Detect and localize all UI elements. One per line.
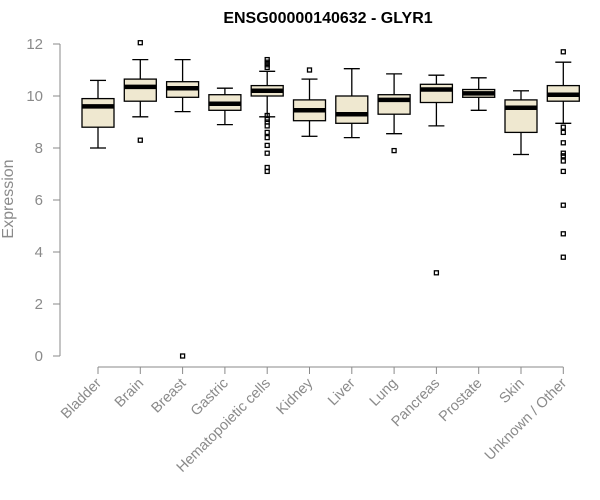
outlier-point [560, 254, 566, 260]
plot-area [81, 40, 580, 359]
box-group [419, 74, 454, 276]
outlier-point [179, 353, 186, 359]
outlier-point [306, 67, 313, 73]
outlier-point [137, 40, 143, 46]
y-tick-label: 4 [35, 244, 43, 261]
iqr-box [377, 94, 411, 115]
box-group [208, 87, 242, 126]
x-tick-label: Lung [367, 376, 401, 410]
outlier-point [433, 270, 440, 276]
outlier-point [560, 129, 566, 136]
box-group [377, 73, 411, 154]
iqr-box [81, 97, 115, 128]
outlier-point [264, 134, 270, 141]
box-group [462, 77, 496, 111]
box-group [123, 40, 157, 143]
outlier-point [560, 231, 566, 237]
iqr-box [419, 83, 454, 104]
x-tick-label: Skin [497, 376, 528, 407]
y-tick-label: 10 [26, 88, 43, 105]
y-axis-label: Expression [0, 159, 17, 238]
outlier-point [264, 142, 270, 149]
y-tick-label: 6 [35, 192, 43, 209]
box-group [546, 49, 580, 260]
x-tick-label: Prostate [436, 376, 485, 425]
y-tick-label: 12 [26, 36, 43, 53]
y-tick-label: 0 [35, 348, 43, 365]
box-group [504, 90, 538, 156]
outlier-point [137, 137, 143, 143]
iqr-box [504, 99, 538, 134]
outlier-point [391, 147, 397, 154]
y-axis: 0 2 4 6 8 10 12 [26, 36, 61, 365]
box-group [81, 79, 115, 149]
outlier-point [264, 150, 270, 156]
box-group [292, 67, 327, 137]
outlier-point [560, 124, 566, 130]
x-tick-label: Kidney [274, 375, 317, 418]
y-tick-label: 2 [35, 296, 43, 313]
outlier-point [264, 56, 270, 63]
x-tick-label: Bladder [58, 375, 105, 422]
outlier-point [560, 140, 566, 146]
outlier-point [264, 164, 270, 171]
x-tick-label: Liver [325, 375, 359, 409]
x-tick-label: Breast [148, 376, 189, 417]
outlier-point [560, 150, 566, 156]
box-group [165, 58, 200, 359]
chart-title: ENSG00000140632 - GLYR1 [223, 10, 432, 27]
outlier-point [560, 49, 566, 55]
x-tick-label: Brain [112, 376, 147, 411]
outlier-point [264, 129, 270, 136]
iqr-box [123, 78, 157, 102]
outlier-point [264, 112, 270, 119]
iqr-box [335, 95, 369, 124]
outlier-point [560, 158, 566, 164]
x-tick-label: Unknown / Other [482, 375, 570, 463]
outlier-point [560, 168, 566, 175]
outlier-point [560, 202, 566, 208]
box-group [250, 56, 284, 175]
box-group [335, 68, 369, 139]
y-tick-label: 8 [35, 140, 43, 157]
